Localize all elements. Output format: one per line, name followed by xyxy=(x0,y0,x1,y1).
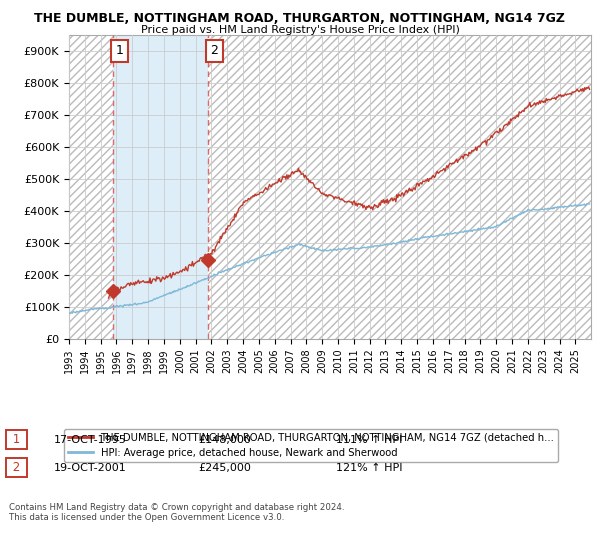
Text: 2: 2 xyxy=(9,461,24,474)
Text: 121% ↑ HPI: 121% ↑ HPI xyxy=(336,463,403,473)
Bar xyxy=(208,35,591,339)
Text: £245,000: £245,000 xyxy=(198,463,251,473)
Text: 1: 1 xyxy=(116,44,124,57)
Bar xyxy=(208,35,591,339)
Text: 2: 2 xyxy=(211,44,218,57)
Text: 1: 1 xyxy=(9,433,24,446)
Text: Price paid vs. HM Land Registry's House Price Index (HPI): Price paid vs. HM Land Registry's House … xyxy=(140,25,460,35)
Text: Contains HM Land Registry data © Crown copyright and database right 2024.
This d: Contains HM Land Registry data © Crown c… xyxy=(9,502,344,522)
Bar xyxy=(113,35,208,339)
Text: £148,000: £148,000 xyxy=(198,435,251,445)
Text: THE DUMBLE, NOTTINGHAM ROAD, THURGARTON, NOTTINGHAM, NG14 7GZ: THE DUMBLE, NOTTINGHAM ROAD, THURGARTON,… xyxy=(35,12,566,25)
Bar xyxy=(69,35,113,339)
Text: 19-OCT-2001: 19-OCT-2001 xyxy=(54,463,127,473)
Text: 111% ↑ HPI: 111% ↑ HPI xyxy=(336,435,403,445)
Text: 17-OCT-1995: 17-OCT-1995 xyxy=(54,435,127,445)
Legend: THE DUMBLE, NOTTINGHAM ROAD, THURGARTON, NOTTINGHAM, NG14 7GZ (detached h..., HP: THE DUMBLE, NOTTINGHAM ROAD, THURGARTON,… xyxy=(64,429,559,462)
Bar xyxy=(69,35,113,339)
